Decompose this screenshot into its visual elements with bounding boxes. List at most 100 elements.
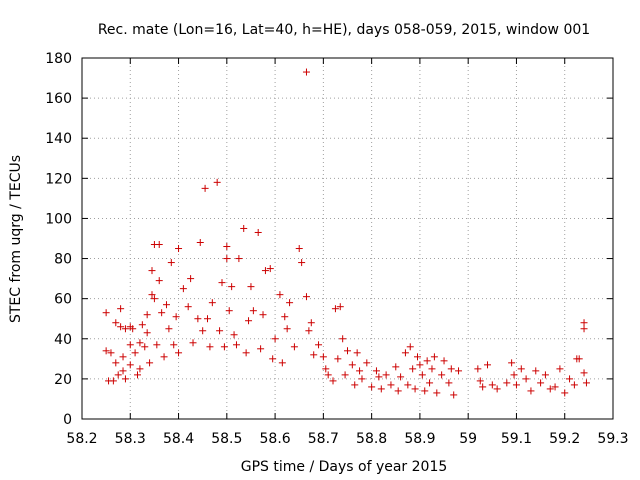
data-points (102, 68, 590, 399)
data-point (223, 255, 231, 263)
data-point (247, 283, 255, 291)
data-point (240, 224, 248, 232)
data-point (440, 357, 448, 365)
data-point (368, 383, 376, 391)
y-tick-label: 100 (45, 211, 72, 227)
data-point (138, 321, 146, 329)
data-point (344, 347, 351, 355)
data-point (131, 349, 139, 357)
data-point (356, 367, 364, 375)
data-point (404, 381, 412, 389)
data-point (102, 347, 110, 355)
data-point (278, 359, 286, 367)
data-point (245, 317, 253, 325)
data-point (220, 343, 228, 351)
data-point (261, 267, 269, 275)
data-point (134, 371, 142, 379)
data-point (546, 385, 554, 393)
data-point (148, 267, 156, 275)
data-point (223, 243, 231, 251)
data-point (411, 385, 419, 393)
data-point (450, 391, 458, 399)
data-point (401, 349, 409, 357)
data-point (397, 373, 405, 381)
data-point (187, 275, 195, 283)
data-point (254, 228, 262, 236)
y-tick-label: 120 (45, 171, 72, 187)
data-point (112, 319, 120, 327)
x-tick-label: 58.8 (356, 431, 387, 447)
x-tick-label: 58.7 (308, 431, 339, 447)
grid-lines (82, 58, 613, 419)
y-tick-label: 160 (45, 91, 72, 107)
data-point (112, 359, 120, 367)
data-point (155, 277, 163, 285)
data-point (141, 343, 149, 351)
data-point (341, 371, 349, 379)
x-axis-label: GPS time / Days of year 2015 (241, 459, 448, 475)
data-point (109, 377, 117, 385)
data-point (582, 379, 590, 387)
data-point (266, 265, 274, 273)
data-point (189, 339, 197, 347)
data-point (329, 377, 337, 385)
y-axis-tick-labels: 0 20 40 60 80 100 120 140 160 180 (45, 51, 72, 428)
data-point (394, 387, 402, 395)
data-point (416, 361, 424, 369)
data-point (184, 303, 192, 311)
data-point (324, 371, 332, 379)
data-point (510, 371, 518, 379)
data-point (508, 359, 516, 367)
data-point (566, 375, 574, 383)
data-point (375, 373, 383, 381)
data-point (503, 379, 511, 387)
data-point (517, 365, 525, 373)
data-point (179, 285, 187, 293)
data-point (170, 341, 178, 349)
x-tick-label: 58.5 (211, 431, 242, 447)
data-point (302, 68, 310, 76)
data-point (121, 375, 129, 383)
data-point (392, 363, 400, 371)
data-point (387, 381, 395, 389)
data-point (532, 367, 540, 375)
data-point (281, 313, 289, 321)
data-point (121, 325, 129, 333)
data-point (290, 343, 298, 351)
data-point (126, 341, 134, 349)
data-point (339, 335, 347, 343)
y-tick-label: 20 (54, 372, 72, 388)
data-point (119, 367, 127, 375)
data-point (199, 327, 207, 335)
data-point (146, 359, 154, 367)
data-point (298, 259, 306, 267)
data-point (206, 343, 214, 351)
x-tick-label: 59.3 (597, 431, 628, 447)
data-point (413, 353, 421, 361)
data-point (153, 341, 161, 349)
data-point (271, 335, 279, 343)
data-point (129, 325, 137, 333)
data-point (216, 327, 224, 335)
data-point (201, 184, 209, 192)
data-point (580, 319, 588, 327)
data-point (148, 291, 156, 299)
data-point (580, 325, 588, 333)
data-point (438, 371, 446, 379)
data-point (358, 375, 366, 383)
data-point (175, 349, 183, 357)
data-point (418, 371, 426, 379)
data-point (372, 367, 380, 375)
data-point (136, 339, 144, 347)
data-point (269, 355, 277, 363)
data-point (155, 241, 163, 249)
data-point (160, 353, 168, 361)
data-point (305, 327, 313, 335)
axis-ticks (81, 57, 614, 420)
data-point (430, 353, 438, 361)
data-point (421, 387, 429, 395)
data-point (286, 299, 294, 307)
data-point (561, 389, 569, 397)
y-tick-label: 40 (54, 332, 72, 348)
data-point (580, 369, 588, 377)
